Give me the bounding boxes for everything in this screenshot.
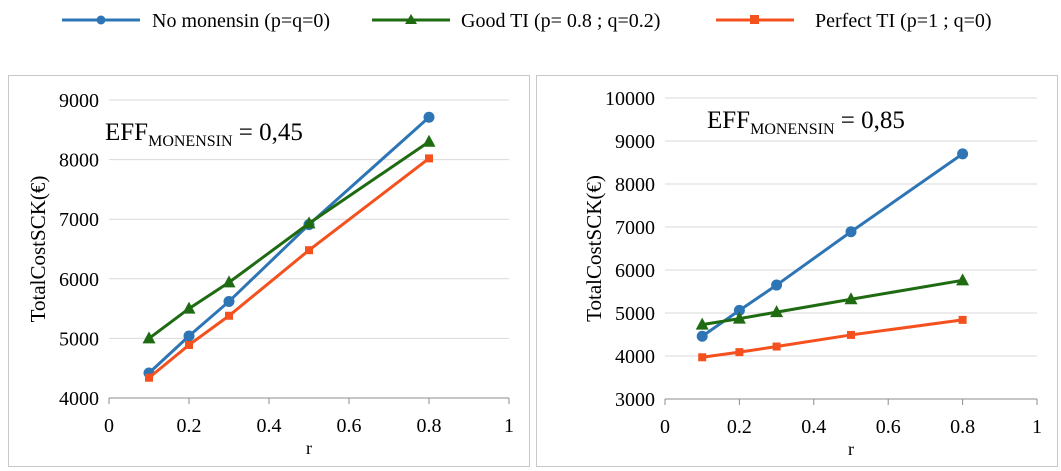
annotation-base: EFF (105, 119, 148, 146)
x-tick-label: 0.6 (876, 416, 901, 438)
y-tick-label: 6000 (615, 260, 655, 282)
x-tick-label: 0 (660, 416, 670, 438)
chart-panel-right: 3000 4000 5000 6000 7000 8000 9000 10000 0 0.2 0.4… (536, 75, 1058, 467)
data-point-perfect-ti (773, 343, 781, 351)
y-tick-label: 6000 (59, 269, 99, 291)
data-point-perfect-ti (305, 246, 313, 254)
annotation-base: EFF (707, 107, 750, 134)
legend-item-perfect-ti: Perfect TI (p=1 ; q=0) (716, 10, 992, 32)
y-tick-label: 3000 (615, 389, 655, 411)
annotation-subscript: MONENSIN (148, 133, 233, 150)
data-point-good-ti (183, 302, 196, 314)
x-tick-label: 0.4 (257, 415, 282, 437)
data-point-good-ti (423, 135, 436, 147)
x-tick-label: 1 (504, 415, 514, 437)
data-point-perfect-ti (185, 341, 193, 349)
y-tick-label: 9000 (615, 131, 655, 153)
y-tick-label: 7000 (59, 209, 99, 231)
y-tick-label: 5000 (615, 303, 655, 325)
data-point-no-monensin (224, 296, 235, 307)
y-tick-label: 10000 (605, 88, 655, 110)
legend-label-perfect-ti: Perfect TI (p=1 ; q=0) (815, 10, 992, 32)
annotation-subscript: MONENSIN (750, 121, 835, 138)
y-tick-label: 5000 (59, 328, 99, 350)
chart-legend: No monensin (p=q=0) Good TI (p= 0.8 ; q=… (0, 0, 1061, 60)
y-tick-label: 4000 (59, 388, 99, 410)
x-tick-label: 0.4 (801, 416, 826, 438)
legend-label-good-ti: Good TI (p= 0.8 ; q=0.2) (461, 10, 660, 32)
legend-label-no-monensin: No monensin (p=q=0) (152, 10, 330, 32)
y-tick-label: 4000 (615, 346, 655, 368)
efficiency-annotation: EFFMONENSIN = 0,45 (105, 119, 303, 150)
x-tick-label: 0 (104, 415, 114, 437)
data-point-perfect-ti (225, 312, 233, 320)
data-point-no-monensin (184, 331, 195, 342)
annotation-value: = 0,45 (233, 119, 303, 146)
annotation-value: = 0,85 (835, 107, 905, 134)
data-point-perfect-ti (847, 331, 855, 339)
data-point-no-monensin (697, 331, 708, 342)
chart-right: 3000 4000 5000 6000 7000 8000 9000 10000 0 0.2 0.4… (537, 76, 1057, 466)
data-point-perfect-ti (145, 374, 153, 382)
x-tick-label: 0.8 (950, 416, 975, 438)
data-point-no-monensin (957, 148, 968, 159)
y-tick-label: 7000 (615, 217, 655, 239)
data-point-perfect-ti (698, 353, 706, 361)
x-axis-label: r (306, 438, 312, 458)
y-axis-label: TotalCostSCK(€) (26, 176, 50, 323)
x-tick-label: 0.2 (727, 416, 752, 438)
y-tick-label: 8000 (615, 174, 655, 196)
data-point-no-monensin (424, 112, 435, 123)
y-tick-label: 8000 (59, 150, 99, 172)
legend-marker-no-monensin (97, 16, 106, 25)
y-axis-label: TotalCostSCK(€) (582, 175, 606, 322)
legend-item-no-monensin: No monensin (p=q=0) (62, 10, 330, 32)
legend-item-good-ti: Good TI (p= 0.8 ; q=0.2) (372, 10, 660, 32)
data-point-no-monensin (846, 226, 857, 237)
data-point-perfect-ti (425, 154, 433, 162)
y-tick-label: 9000 (59, 90, 99, 112)
chart-left: 4000 5000 6000 7000 8000 9000 0 0.2 0.4 0.6 0.8 1 r T… (9, 76, 529, 466)
data-point-good-ti (956, 273, 969, 285)
data-point-no-monensin (771, 280, 782, 291)
x-tick-label: 0.8 (417, 415, 442, 437)
legend-marker-perfect-ti (750, 15, 759, 24)
efficiency-annotation: EFFMONENSIN = 0,85 (707, 107, 905, 138)
data-point-perfect-ti (959, 316, 967, 324)
x-tick-label: 1 (1032, 416, 1042, 438)
data-point-perfect-ti (735, 348, 743, 356)
x-axis-label: r (848, 439, 854, 459)
chart-panel-left: 4000 5000 6000 7000 8000 9000 0 0.2 0.4 0.6 0.8 1 r T… (8, 75, 530, 467)
x-tick-label: 0.2 (177, 415, 202, 437)
x-tick-label: 0.6 (337, 415, 362, 437)
